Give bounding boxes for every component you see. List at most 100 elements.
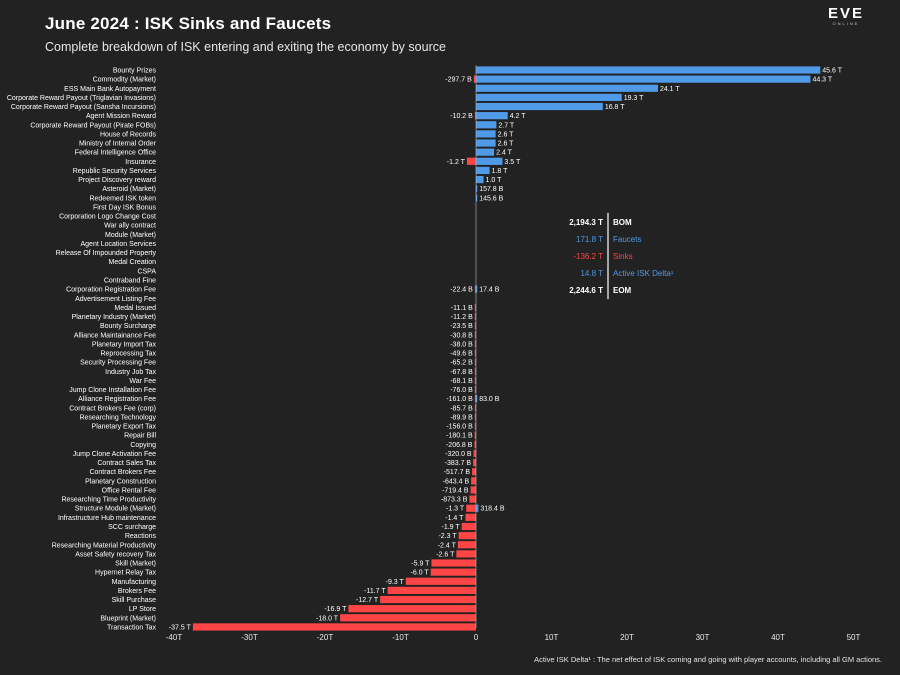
sink-bar	[474, 422, 476, 430]
sink-bar	[465, 513, 476, 521]
category-label: Contract Brokers Fee (corp)	[69, 405, 156, 412]
category-label: Corporate Reward Payout (Triglavian Inva…	[7, 95, 156, 102]
x-tick-label: -10T	[392, 633, 409, 642]
category-label: Blueprint (Market)	[100, 615, 156, 622]
faucet-value-label: 3.5 T	[504, 159, 521, 166]
faucet-bar	[476, 504, 479, 512]
sink-bar	[457, 541, 476, 549]
category-label: Hypernet Relay Tax	[95, 570, 156, 577]
faucet-value-label: 157.8 B	[479, 186, 503, 193]
sink-value-label: -49.6 B	[450, 351, 473, 358]
faucet-value-label: 145.6 B	[479, 195, 503, 202]
category-label: Corporate Reward Payout (Pirate FOBs)	[30, 122, 156, 129]
category-label: Structure Module (Market)	[75, 506, 156, 513]
category-label: Republic Security Services	[73, 168, 157, 175]
sink-bar	[474, 367, 476, 375]
sink-bar	[466, 157, 476, 165]
category-label: Transaction Tax	[107, 624, 157, 631]
sink-bar	[474, 385, 476, 394]
category-label: Planetary Export Tax	[92, 424, 157, 431]
sink-bar	[456, 550, 476, 558]
sink-value-label: -16.9 T	[324, 606, 347, 613]
category-label: CSPA	[137, 268, 156, 275]
sink-bar	[474, 303, 476, 311]
faucet-value-label: 1.8 T	[492, 168, 509, 175]
faucet-bar	[476, 139, 496, 147]
sink-bar	[474, 404, 476, 412]
category-label: Agent Mission Reward	[86, 113, 156, 120]
faucet-value-label: 17.4 B	[479, 287, 500, 294]
sink-value-label: -1.3 T	[446, 506, 465, 513]
category-label: War Fee	[129, 378, 156, 385]
category-label: Office Rental Fee	[102, 487, 156, 494]
sink-value-label: -161.0 B	[446, 396, 473, 403]
sink-bar	[348, 605, 476, 613]
category-label: Federal Intelligence Office	[75, 150, 156, 157]
sink-bar	[474, 322, 476, 330]
faucet-bar	[476, 66, 821, 74]
sink-value-label: -156.0 B	[446, 424, 473, 431]
category-label: Researching Technology	[79, 414, 156, 421]
faucet-value-label: 45.6 T	[822, 68, 842, 75]
sink-bar	[472, 468, 476, 476]
sink-value-label: -65.2 B	[450, 360, 473, 367]
sink-bar	[474, 312, 476, 321]
chart-subtitle: Complete breakdown of ISK entering and e…	[45, 40, 446, 54]
category-label: Skill (Market)	[115, 561, 156, 568]
x-tick-label: 30T	[696, 633, 710, 642]
category-label: Project Discovery reward	[78, 177, 156, 184]
category-label: Security Processing Fee	[80, 360, 156, 367]
sink-bar	[430, 568, 476, 576]
sink-value-label: -719.4 B	[442, 487, 469, 494]
sink-value-label: -5.9 T	[411, 561, 430, 568]
sink-bar	[474, 340, 476, 348]
faucet-value-label: 4.2 T	[510, 113, 527, 120]
eve-online-logo: EVE ONLINE	[828, 6, 864, 26]
sink-bar	[474, 440, 476, 448]
faucet-bar	[476, 130, 496, 138]
faucet-bar	[476, 102, 603, 111]
sink-bar	[466, 504, 476, 512]
sink-bar	[192, 623, 476, 631]
faucet-bar	[476, 166, 490, 175]
sink-value-label: -6.0 T	[411, 570, 430, 577]
category-label: Advertisement Listing Fee	[75, 296, 156, 303]
faucet-bar	[476, 185, 478, 193]
summary-label: Active ISK Delta¹	[613, 269, 674, 278]
category-label: Bounty Surcharge	[100, 323, 156, 330]
summary-value: 14.8 T	[580, 269, 603, 278]
category-label: Ministry of Internal Order	[79, 141, 157, 148]
value-labels-layer: 45.6 T 44.3 T -297.7 B 24.1 T 19.3 T 16.8 T 4.…	[169, 68, 843, 632]
summary-value: -136.2 T	[573, 252, 603, 261]
sink-value-label: -1.2 T	[447, 159, 466, 166]
category-label: Jump Clone Activation Fee	[73, 451, 156, 458]
faucet-value-label: 83.0 B	[479, 396, 500, 403]
faucet-bar	[476, 157, 503, 165]
sink-value-label: -68.1 B	[450, 378, 473, 385]
category-label: Module (Market)	[105, 232, 156, 239]
sink-bar	[474, 349, 476, 357]
category-label: Medal Issued	[114, 305, 156, 312]
sink-bar	[469, 495, 476, 503]
summary-label: BOM	[613, 218, 632, 227]
sink-value-label: -67.8 B	[450, 369, 473, 376]
faucet-value-label: 2.4 T	[496, 150, 513, 157]
faucet-bar	[476, 175, 484, 184]
faucet-value-label: 16.8 T	[605, 104, 625, 111]
sink-value-label: -37.5 T	[169, 624, 192, 631]
x-tick-label: 20T	[620, 633, 634, 642]
sink-bar	[461, 522, 476, 531]
sink-value-label: -12.7 T	[356, 597, 379, 604]
sink-bar	[458, 532, 476, 540]
faucet-bar	[476, 395, 478, 403]
sink-value-label: -873.3 B	[441, 497, 468, 504]
category-label: Contraband Fine	[104, 277, 156, 284]
category-label: Copying	[130, 442, 156, 449]
faucet-value-label: 2.6 T	[498, 131, 515, 138]
sink-bar	[474, 431, 476, 439]
category-label: Alliance Maintainance Fee	[74, 332, 156, 339]
bars-layer	[192, 66, 821, 631]
sink-value-label: -297.7 B	[445, 77, 472, 84]
sink-value-label: -517.7 B	[444, 469, 471, 476]
